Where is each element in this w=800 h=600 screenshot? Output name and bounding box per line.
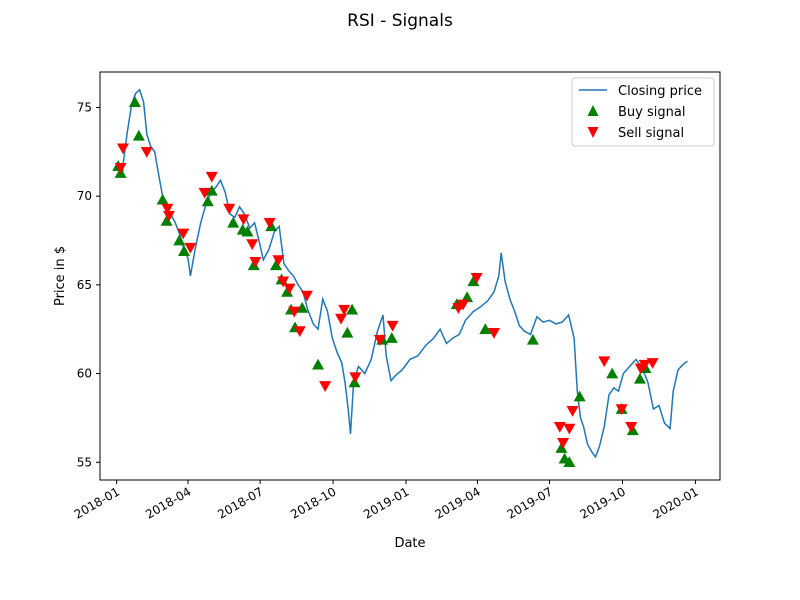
buy-signal-marker (205, 184, 218, 196)
sell-signal-marker (288, 306, 301, 318)
buy-signal-marker (346, 303, 359, 315)
sell-signal-marker (116, 143, 129, 155)
y-tick-label: 75 (77, 100, 92, 114)
sell-signal-marker (277, 276, 290, 288)
sell-signal-marker (373, 335, 386, 346)
plot-area (112, 88, 688, 468)
buy-signal-marker (341, 326, 354, 338)
sell-signal-marker (161, 203, 174, 215)
sell-signal-marker (598, 356, 611, 368)
buy-signal-marker (241, 225, 254, 237)
sell-signal-marker (338, 304, 351, 316)
legend: Closing price Buy signal Sell signal (571, 77, 715, 147)
sell-signal-marker (557, 437, 570, 449)
x-tick-label: 2019-04 (432, 484, 482, 521)
sell-signal-marker (625, 421, 638, 433)
sell-signal-marker (198, 187, 211, 199)
sell-signal-marker (114, 162, 127, 174)
buy-signal-marker (633, 372, 646, 384)
buy-signal-marker (227, 216, 240, 228)
sell-signal-marker (223, 203, 236, 215)
buy-signal-marker (348, 376, 361, 388)
y-axis-label: Price in $ (53, 246, 68, 306)
x-tick-label: 2018-07 (215, 484, 265, 521)
sell-signal-marker (319, 381, 332, 392)
x-tick-label: 2019-01 (361, 484, 411, 521)
y-tick-label: 65 (77, 278, 92, 292)
buy-signal-marker (563, 456, 576, 468)
x-axis-label: Date (394, 536, 425, 551)
x-tick-label: 2020-01 (650, 484, 700, 521)
legend-buy-signal-label: Buy signal (618, 105, 685, 120)
x-axis-ticks: 2018-01 2018-04 2018-07 2018-10 2019-01 2019-… (72, 480, 701, 522)
buy-signal-marker (312, 358, 325, 370)
buy-signal-marker (526, 333, 539, 345)
legend-frame (571, 77, 715, 147)
sell-signal-marker (335, 313, 348, 325)
sell-signal-marker (249, 257, 262, 268)
plot-frame (99, 71, 721, 481)
sell-signal-marker (263, 217, 276, 229)
buy-signal-marker (128, 96, 141, 107)
x-tick-label: 2018-04 (143, 484, 193, 521)
sell-signal-marker (246, 239, 259, 251)
x-tick-label: 2019-10 (578, 484, 628, 521)
x-tick-label: 2019-07 (505, 484, 555, 521)
buy-signal-marker (270, 259, 283, 271)
sell-signal-marker (177, 228, 190, 240)
y-tick-label: 60 (77, 367, 92, 381)
sell-signal-marker (470, 272, 483, 284)
legend-sell-signal-marker (587, 127, 599, 138)
buy-signal-marker (173, 234, 186, 246)
buy-signal-marker (156, 193, 169, 205)
sell-signal-marker (563, 423, 576, 435)
sell-signal-marker (140, 147, 153, 158)
sell-signal-marker (205, 171, 218, 183)
sell-signal-marker (283, 283, 296, 295)
sell-signal-marker (488, 327, 501, 339)
sell-signal-marker (646, 358, 659, 369)
sell-signal-marker (237, 214, 250, 226)
sell-signal-marker (457, 299, 470, 311)
buy-signal-marker (573, 390, 586, 402)
buy-signal-marker (479, 323, 492, 335)
legend-closing-price-label: Closing price (618, 84, 702, 99)
y-tick-label: 70 (77, 189, 92, 203)
buy-signal-marker (160, 215, 173, 226)
buy-signal-marker (385, 332, 398, 343)
sell-signal-marker (300, 290, 313, 302)
sell-signal-marker (162, 210, 175, 222)
buy-signal-marker (201, 195, 214, 207)
x-tick-label: 2018-10 (288, 484, 338, 521)
y-axis-ticks: 55 60 65 70 75 (77, 100, 100, 469)
sell-signal-marker (272, 255, 285, 267)
chart-title: RSI - Signals (347, 11, 453, 31)
closing-price-line (116, 88, 688, 459)
buy-signal-marker (606, 367, 619, 379)
sell-signal-marker (386, 320, 399, 332)
sell-signal-marker (638, 359, 651, 371)
sell-signal-marker (293, 326, 306, 337)
y-tick-label: 55 (77, 455, 92, 469)
buy-signal-marker (132, 129, 145, 141)
buy-signal-marker (296, 301, 309, 313)
sell-signal-marker (553, 421, 566, 433)
buy-signal-marker (178, 245, 191, 256)
buy-signal-marker (555, 442, 568, 453)
sell-signal-marker (615, 404, 628, 416)
sell-signal-marker (349, 372, 362, 384)
legend-buy-signal-marker (587, 105, 599, 116)
legend-sell-signal-label: Sell signal (618, 126, 684, 141)
buy-signal-marker (461, 291, 474, 303)
x-tick-label: 2018-01 (72, 484, 122, 521)
sell-signal-marker (184, 242, 197, 254)
buy-signal-marker (281, 285, 294, 297)
sell-signal-marker (566, 406, 579, 417)
